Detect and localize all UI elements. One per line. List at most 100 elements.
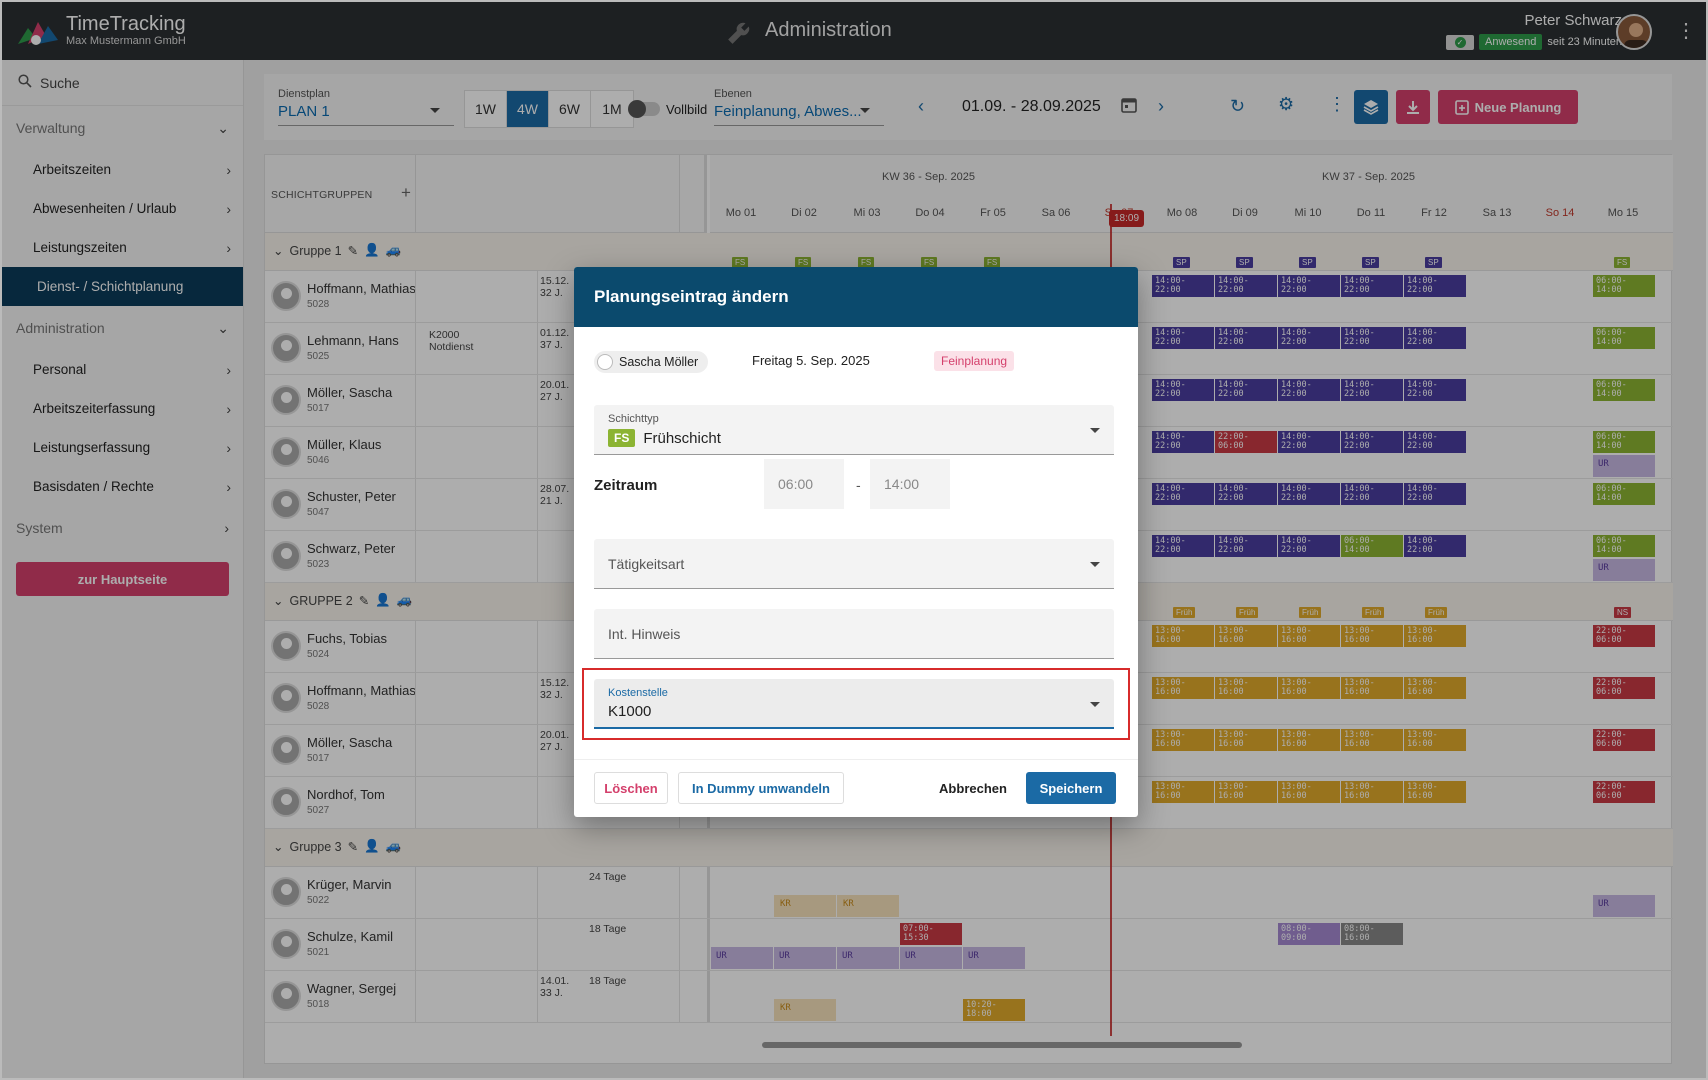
shift-chip[interactable]: 06:00- 14:00 [1593, 379, 1655, 401]
shift-chip[interactable]: 06:00- 14:00 [1593, 431, 1655, 453]
section-verwaltung[interactable]: Verwaltung ⌄ [2, 106, 243, 150]
table-row[interactable]: Hoffmann, Mathias 5028 15.12. 32 J. 13:00- 1… [265, 673, 1673, 725]
sidebar-item-abwesenheiten[interactable]: Abwesenheiten / Urlaub › [2, 189, 243, 228]
horizontal-scrollbar[interactable] [762, 1042, 1242, 1048]
shift-chip[interactable]: 08:00- 16:00 [1341, 923, 1403, 945]
shift-chip[interactable]: 13:00- 16:00 [1152, 781, 1214, 803]
time-to-input[interactable]: 14:00 [870, 459, 950, 509]
shift-chip[interactable]: 13:00- 16:00 [1341, 625, 1403, 647]
shift-chip[interactable]: 14:00- 22:00 [1341, 431, 1403, 453]
shift-chip[interactable]: 13:00- 16:00 [1152, 625, 1214, 647]
car-icon[interactable]: 🚙 [385, 839, 402, 853]
shift-chip[interactable]: UR [1593, 895, 1655, 917]
shift-chip[interactable]: 14:00- 22:00 [1341, 275, 1403, 297]
car-icon[interactable]: 🚙 [385, 243, 402, 257]
shift-chip[interactable]: 22:00- 06:00 [1593, 781, 1655, 803]
shift-chip[interactable]: 13:00- 16:00 [1341, 781, 1403, 803]
range-1m[interactable]: 1M [602, 101, 622, 117]
sidebar-item-schichtplanung[interactable]: Dienst- / Schichtplanung› [2, 267, 243, 306]
chevron-down-icon[interactable]: ⌄ [273, 840, 284, 854]
chevron-right-icon[interactable]: › [1158, 96, 1164, 116]
table-row[interactable]: Krüger, Marvin 5022 24 Tage KR KR UR [265, 867, 1673, 919]
shift-chip[interactable]: 13:00- 16:00 [1215, 677, 1277, 699]
shift-chip[interactable]: 14:00- 22:00 [1404, 431, 1466, 453]
shift-chip[interactable]: 14:00- 22:00 [1152, 535, 1214, 557]
shift-chip[interactable]: 14:00- 22:00 [1278, 535, 1340, 557]
table-row[interactable]: Schwarz, Peter 5023 14:00- 22:00 14:00- 22:… [265, 531, 1673, 583]
range-1w[interactable]: 1W [465, 91, 507, 127]
kostenstelle-select[interactable]: Kostenstelle K1000 [594, 679, 1114, 729]
shift-chip[interactable]: 14:00- 22:00 [1215, 535, 1277, 557]
more-vertical-icon[interactable]: ⋮ [1328, 94, 1346, 114]
shift-chip[interactable]: 13:00- 16:00 [1278, 729, 1340, 751]
shift-chip[interactable]: 22:00- 06:00 [1593, 729, 1655, 751]
shift-chip[interactable]: 14:00- 22:00 [1404, 535, 1466, 557]
save-button[interactable]: Speichern [1026, 772, 1116, 804]
shift-chip[interactable]: 06:00- 14:00 [1593, 275, 1655, 297]
shift-chip[interactable]: 06:00- 14:00 [1593, 535, 1655, 557]
shift-chip[interactable]: 13:00- 16:00 [1278, 677, 1340, 699]
range-6w[interactable]: 6W [549, 91, 591, 127]
shift-chip[interactable]: 06:00- 14:00 [1593, 483, 1655, 505]
add-person-icon[interactable]: 👤 [364, 839, 380, 853]
add-person-icon[interactable]: 👤 [375, 593, 391, 607]
shift-chip[interactable]: UR [711, 947, 773, 969]
shift-chip[interactable]: 08:00- 09:00 [1278, 923, 1340, 945]
edit-icon[interactable]: ✎ [358, 594, 370, 608]
user-avatar[interactable] [1616, 14, 1652, 50]
shift-chip[interactable]: 14:00- 22:00 [1152, 483, 1214, 505]
shift-chip[interactable]: KR [774, 999, 836, 1021]
dienstplan-select[interactable]: Dienstplan PLAN 1 [278, 88, 454, 126]
shift-chip[interactable]: UR [963, 947, 1025, 969]
shift-chip[interactable]: 07:00- 15:30 [900, 923, 962, 945]
shift-chip[interactable]: 13:00- 16:00 [1278, 781, 1340, 803]
shift-chip[interactable]: 22:00- 06:00 [1215, 431, 1277, 453]
shift-chip[interactable]: 14:00- 22:00 [1341, 379, 1403, 401]
car-icon[interactable]: 🚙 [396, 593, 413, 607]
new-plan-button[interactable]: Neue Planung [1438, 90, 1578, 124]
shift-chip[interactable]: 10:20- 18:00 [963, 999, 1025, 1021]
shift-chip[interactable]: 14:00- 22:00 [1404, 483, 1466, 505]
shift-chip[interactable]: 13:00- 16:00 [1404, 677, 1466, 699]
sidebar-item-arbeitszeiten[interactable]: Arbeitszeiten › [2, 150, 243, 189]
shift-chip[interactable]: 13:00- 16:00 [1152, 677, 1214, 699]
time-from-input[interactable]: 06:00 [764, 459, 844, 509]
table-row[interactable]: Wagner, Sergej 5018 14.01. 33 J. 18 Tage 10:2… [265, 971, 1673, 1023]
shift-chip[interactable]: 14:00- 22:00 [1215, 275, 1277, 297]
shift-chip[interactable]: 14:00- 22:00 [1152, 379, 1214, 401]
shift-chip[interactable]: UR [837, 947, 899, 969]
shift-chip[interactable]: 13:00- 16:00 [1215, 625, 1277, 647]
shift-chip[interactable]: 14:00- 22:00 [1278, 275, 1340, 297]
shift-chip[interactable]: 14:00- 22:00 [1341, 327, 1403, 349]
edit-icon[interactable]: ✎ [347, 244, 359, 258]
shift-chip[interactable]: 06:00- 14:00 [1593, 327, 1655, 349]
sidebar-item-basisdaten[interactable]: Basisdaten / Rechte › [2, 467, 243, 506]
taetigkeitsart-select[interactable]: Tätigkeitsart [594, 539, 1114, 589]
chevron-down-icon[interactable]: ⌄ [273, 244, 284, 258]
table-row[interactable]: Hoffmann, Mathias 5028 15.12. 32 J. 14:00- 2… [265, 271, 1673, 323]
add-person-icon[interactable]: 👤 [364, 243, 380, 257]
range-4w[interactable]: 4W [507, 91, 549, 127]
refresh-icon[interactable]: ↻ [1230, 96, 1246, 116]
table-row[interactable]: Schulze, Kamil 5021 18 Tage 07:00- 15:30 08:… [265, 919, 1673, 971]
shift-chip[interactable]: UR [1593, 559, 1655, 581]
shift-group[interactable]: ⌄ Gruppe 3 ✎ 👤 🚙 [265, 829, 1673, 867]
dummy-button[interactable]: In Dummy umwandeln [678, 772, 844, 804]
sidebar-search[interactable]: Suche [2, 60, 243, 106]
shift-chip[interactable]: 14:00- 22:00 [1152, 327, 1214, 349]
delete-button[interactable]: Löschen [594, 772, 668, 804]
shift-chip[interactable]: 13:00- 16:00 [1152, 729, 1214, 751]
shift-chip[interactable]: UR [900, 947, 962, 969]
sidebar-item-personal[interactable]: Personal › [2, 350, 243, 389]
hinweis-input[interactable]: Int. Hinweis [594, 609, 1114, 659]
shift-chip[interactable]: 13:00- 16:00 [1404, 625, 1466, 647]
shift-chip[interactable]: 13:00- 16:00 [1215, 729, 1277, 751]
shift-chip[interactable]: 14:00- 22:00 [1404, 379, 1466, 401]
schichttyp-select[interactable]: Schichttyp FS Frühschicht [594, 405, 1114, 455]
chevron-left-icon[interactable]: ‹ [918, 96, 924, 116]
shift-chip[interactable]: KR [774, 895, 836, 917]
sidebar-item-leistungserfassung[interactable]: Leistungserfassung › [2, 428, 243, 467]
section-administration[interactable]: Administration ⌄ [2, 306, 243, 350]
shift-chip[interactable]: 13:00- 16:00 [1404, 781, 1466, 803]
table-row[interactable]: Möller, Sascha 5017 20.01. 27 J. 13:00- 16:0… [265, 725, 1673, 777]
